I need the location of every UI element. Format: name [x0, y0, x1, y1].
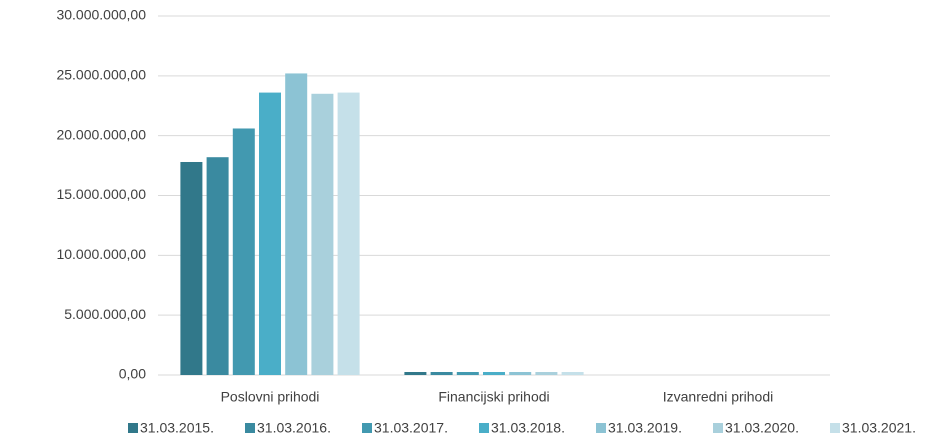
bar: [285, 73, 308, 375]
bar: [509, 372, 532, 375]
bar: [483, 372, 505, 375]
y-tick-label: 10.000.000,00: [56, 246, 146, 262]
legend-swatch: [362, 423, 372, 433]
bar: [456, 372, 479, 375]
bar: [430, 372, 453, 375]
legend-swatch: [596, 423, 606, 433]
bar: [180, 161, 203, 375]
legend-label: 31.03.2016.: [257, 420, 331, 436]
legend-swatch: [128, 423, 138, 433]
bar: [259, 92, 281, 375]
legend-label: 31.03.2015.: [140, 420, 214, 436]
x-tick-label: Financijski prihodi: [438, 389, 549, 405]
legend-swatch: [245, 423, 255, 433]
bar: [337, 92, 360, 375]
y-tick-label: 20.000.000,00: [56, 126, 146, 142]
bar: [535, 372, 558, 375]
y-tick-label: 25.000.000,00: [56, 67, 146, 83]
legend-label: 31.03.2018.: [491, 420, 565, 436]
y-tick-label: 15.000.000,00: [56, 186, 146, 202]
x-tick-label: Poslovni prihodi: [221, 389, 320, 405]
y-tick-label: 5.000.000,00: [64, 306, 146, 322]
bar: [206, 157, 229, 375]
bar: [311, 93, 334, 376]
x-tick-label: Izvanredni prihodi: [663, 389, 774, 405]
bar: [232, 128, 255, 375]
y-tick-label: 30.000.000,00: [56, 7, 146, 23]
y-tick-label: 0,00: [119, 366, 146, 382]
legend-swatch: [479, 423, 489, 433]
legend-label: 31.03.2019.: [608, 420, 682, 436]
legend-label: 31.03.2021.: [842, 420, 916, 436]
bar: [561, 372, 584, 375]
legend-swatch: [713, 423, 723, 433]
legend-swatch: [830, 423, 840, 433]
bar: [404, 372, 427, 375]
legend-label: 31.03.2017.: [374, 420, 448, 436]
legend-label: 31.03.2020.: [725, 420, 799, 436]
